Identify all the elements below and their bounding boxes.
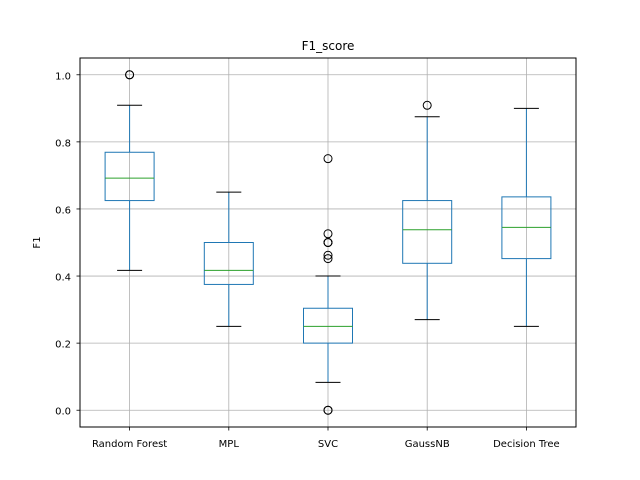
- iqr-box: [303, 307, 353, 344]
- y-tick-label: 0.4: [55, 273, 71, 284]
- x-tick-label: GaussNB: [405, 439, 450, 450]
- y-axis-title: F1: [32, 236, 43, 248]
- x-tick-label: MPL: [219, 439, 240, 450]
- box-group-svc: [303, 154, 353, 415]
- outlier-point: [323, 238, 333, 247]
- outlier-point: [323, 405, 333, 415]
- iqr-box: [104, 151, 155, 202]
- box-group-mpl: [203, 191, 254, 327]
- x-tick-label: Decision Tree: [493, 439, 560, 450]
- y-tick-label: 1.0: [55, 71, 71, 82]
- outlier-point: [323, 250, 333, 260]
- tick-layer: 0.0 0.2 0.4 0.6 0.8 1.0 Random Forest MPL SVC Gau…: [55, 71, 560, 450]
- box-group-gaussnb: [402, 100, 453, 321]
- y-tick-label: 0.2: [55, 340, 71, 351]
- outlier-point: [323, 154, 333, 164]
- box-layer: [104, 70, 552, 415]
- outlier-point: [125, 70, 135, 80]
- outlier-point: [323, 229, 333, 239]
- iqr-box: [402, 200, 453, 264]
- y-tick-label: 0.8: [55, 138, 71, 149]
- iqr-box: [203, 242, 254, 285]
- outlier-point: [323, 254, 333, 264]
- y-tick-label: 0.6: [55, 205, 71, 216]
- x-tick-label: SVC: [318, 439, 338, 450]
- y-tick-label: 0.0: [55, 407, 71, 418]
- outlier-point: [422, 100, 432, 110]
- chart-title: F1_score: [302, 39, 355, 53]
- x-tick-label: Random Forest: [92, 439, 167, 450]
- box-group-decision-tree: [501, 107, 552, 327]
- box-group-random-forest: [104, 70, 155, 271]
